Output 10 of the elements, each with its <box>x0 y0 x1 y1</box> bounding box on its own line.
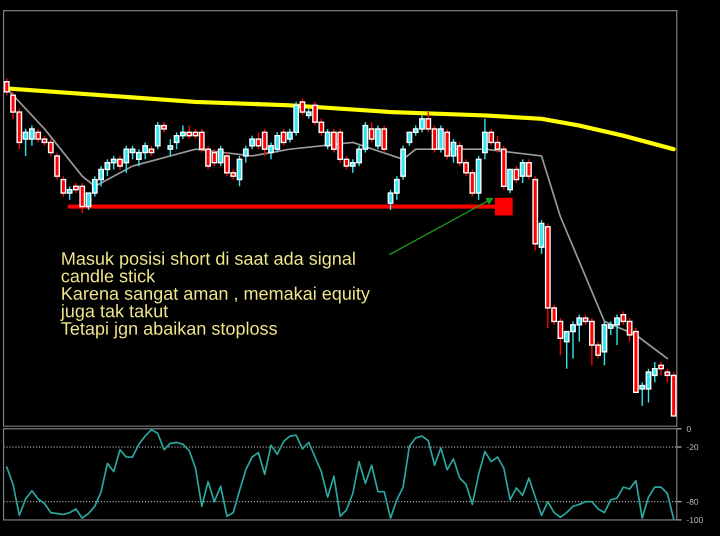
line-series <box>6 428 674 520</box>
candlestick <box>54 152 60 180</box>
candlestick <box>167 138 174 157</box>
y-tick-label: -20 <box>686 444 698 450</box>
y-tick-label: -100 <box>686 517 703 524</box>
y-tick-label: 0 <box>686 426 691 432</box>
y-tick-label: -80 <box>686 498 698 505</box>
candlestick <box>4 78 10 96</box>
candlestick <box>242 145 249 164</box>
annotation: Masuk posisi short di saat ada signal candle stick Karena sangat aman , memakai equity juga tak takut Tetapi jgn abaikan stoploss <box>60 252 370 338</box>
